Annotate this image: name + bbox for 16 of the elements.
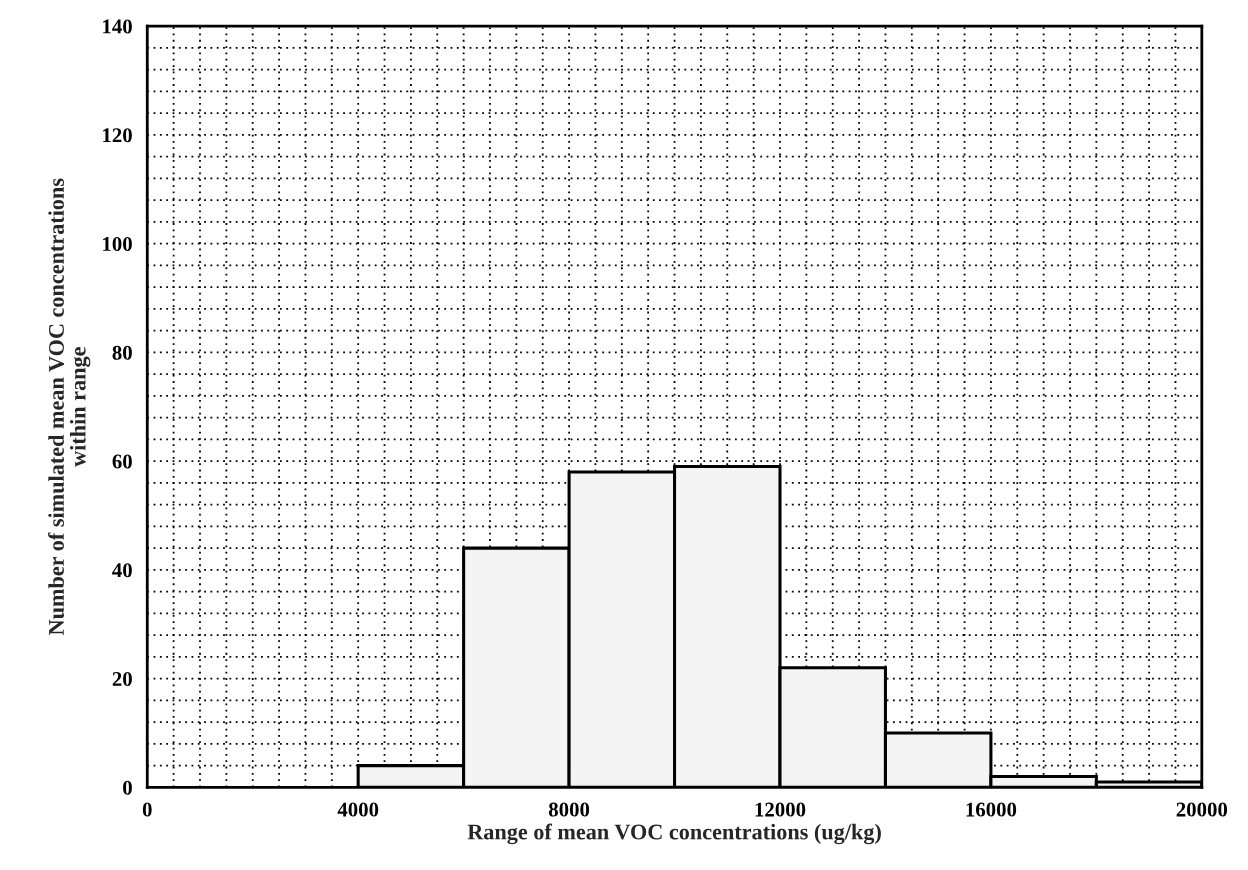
y-tick-label: 40 <box>112 563 132 578</box>
y-tick-label: 140 <box>103 19 132 34</box>
x-tick-label: 4000 <box>337 802 379 817</box>
y-tick-label: 80 <box>112 345 132 360</box>
x-tick-label: 12000 <box>755 802 806 817</box>
x-tick-label: 8000 <box>548 802 590 817</box>
x-tick-label: 20000 <box>1176 802 1228 817</box>
y-tick-label: 120 <box>103 128 132 143</box>
x-axis-title: Range of mean VOC concentrations (ug/kg) <box>467 823 881 845</box>
x-tick-label: 16000 <box>966 802 1017 817</box>
x-tick-label: 0 <box>142 802 152 817</box>
y-axis-title: Number of simulated mean VOC concentrations within range <box>48 178 91 635</box>
y-tick-label: 100 <box>103 236 132 252</box>
y-tick-label: 60 <box>112 454 132 469</box>
y-tick-label: 20 <box>112 671 132 687</box>
y-tick-label: 0 <box>123 780 132 795</box>
